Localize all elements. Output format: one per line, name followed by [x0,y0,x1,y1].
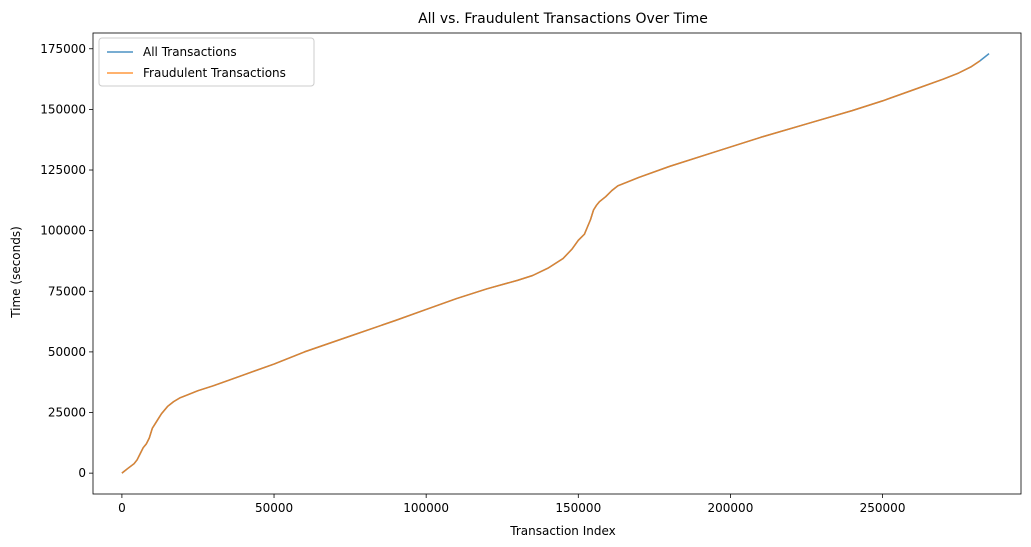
series-layer [121,53,990,474]
y-tick-label: 150000 [40,102,86,116]
legend-label: Fraudulent Transactions [143,66,286,80]
x-axis-label: Transaction Index [509,524,616,538]
x-tick-label: 100000 [403,501,449,515]
y-tick-label: 125000 [40,163,86,177]
legend-box [98,37,315,87]
y-tick-label: 175000 [40,42,86,56]
y-tick-label: 100000 [40,224,86,238]
y-tick-label: 50000 [48,345,86,359]
x-tick-label: 200000 [708,501,754,515]
x-tick-label: 150000 [555,501,601,515]
series-line-1 [121,60,981,474]
y-axis-label: Time (seconds) [9,226,23,319]
x-tick-label: 0 [118,501,126,515]
plot-area [92,32,1022,495]
y-tick-label: 0 [78,466,86,480]
legend-label: All Transactions [143,45,237,59]
y-tick-label: 25000 [48,406,86,420]
x-tick-label: 250000 [860,501,906,515]
y-tick-label: 75000 [48,284,86,298]
plot-frame [92,32,1022,495]
y-axis-ticks: 0 25000 50000 75000 100000 125000 150000 175000 [40,42,93,480]
x-axis-ticks: 0 50000 100000 150000 200000 250000 [118,494,905,515]
x-tick-label: 50000 [255,501,293,515]
legend: All Transactions Fraudulent Transactions [98,37,315,87]
chart-title: All vs. Fraudulent Transactions Over Tim… [418,11,708,27]
